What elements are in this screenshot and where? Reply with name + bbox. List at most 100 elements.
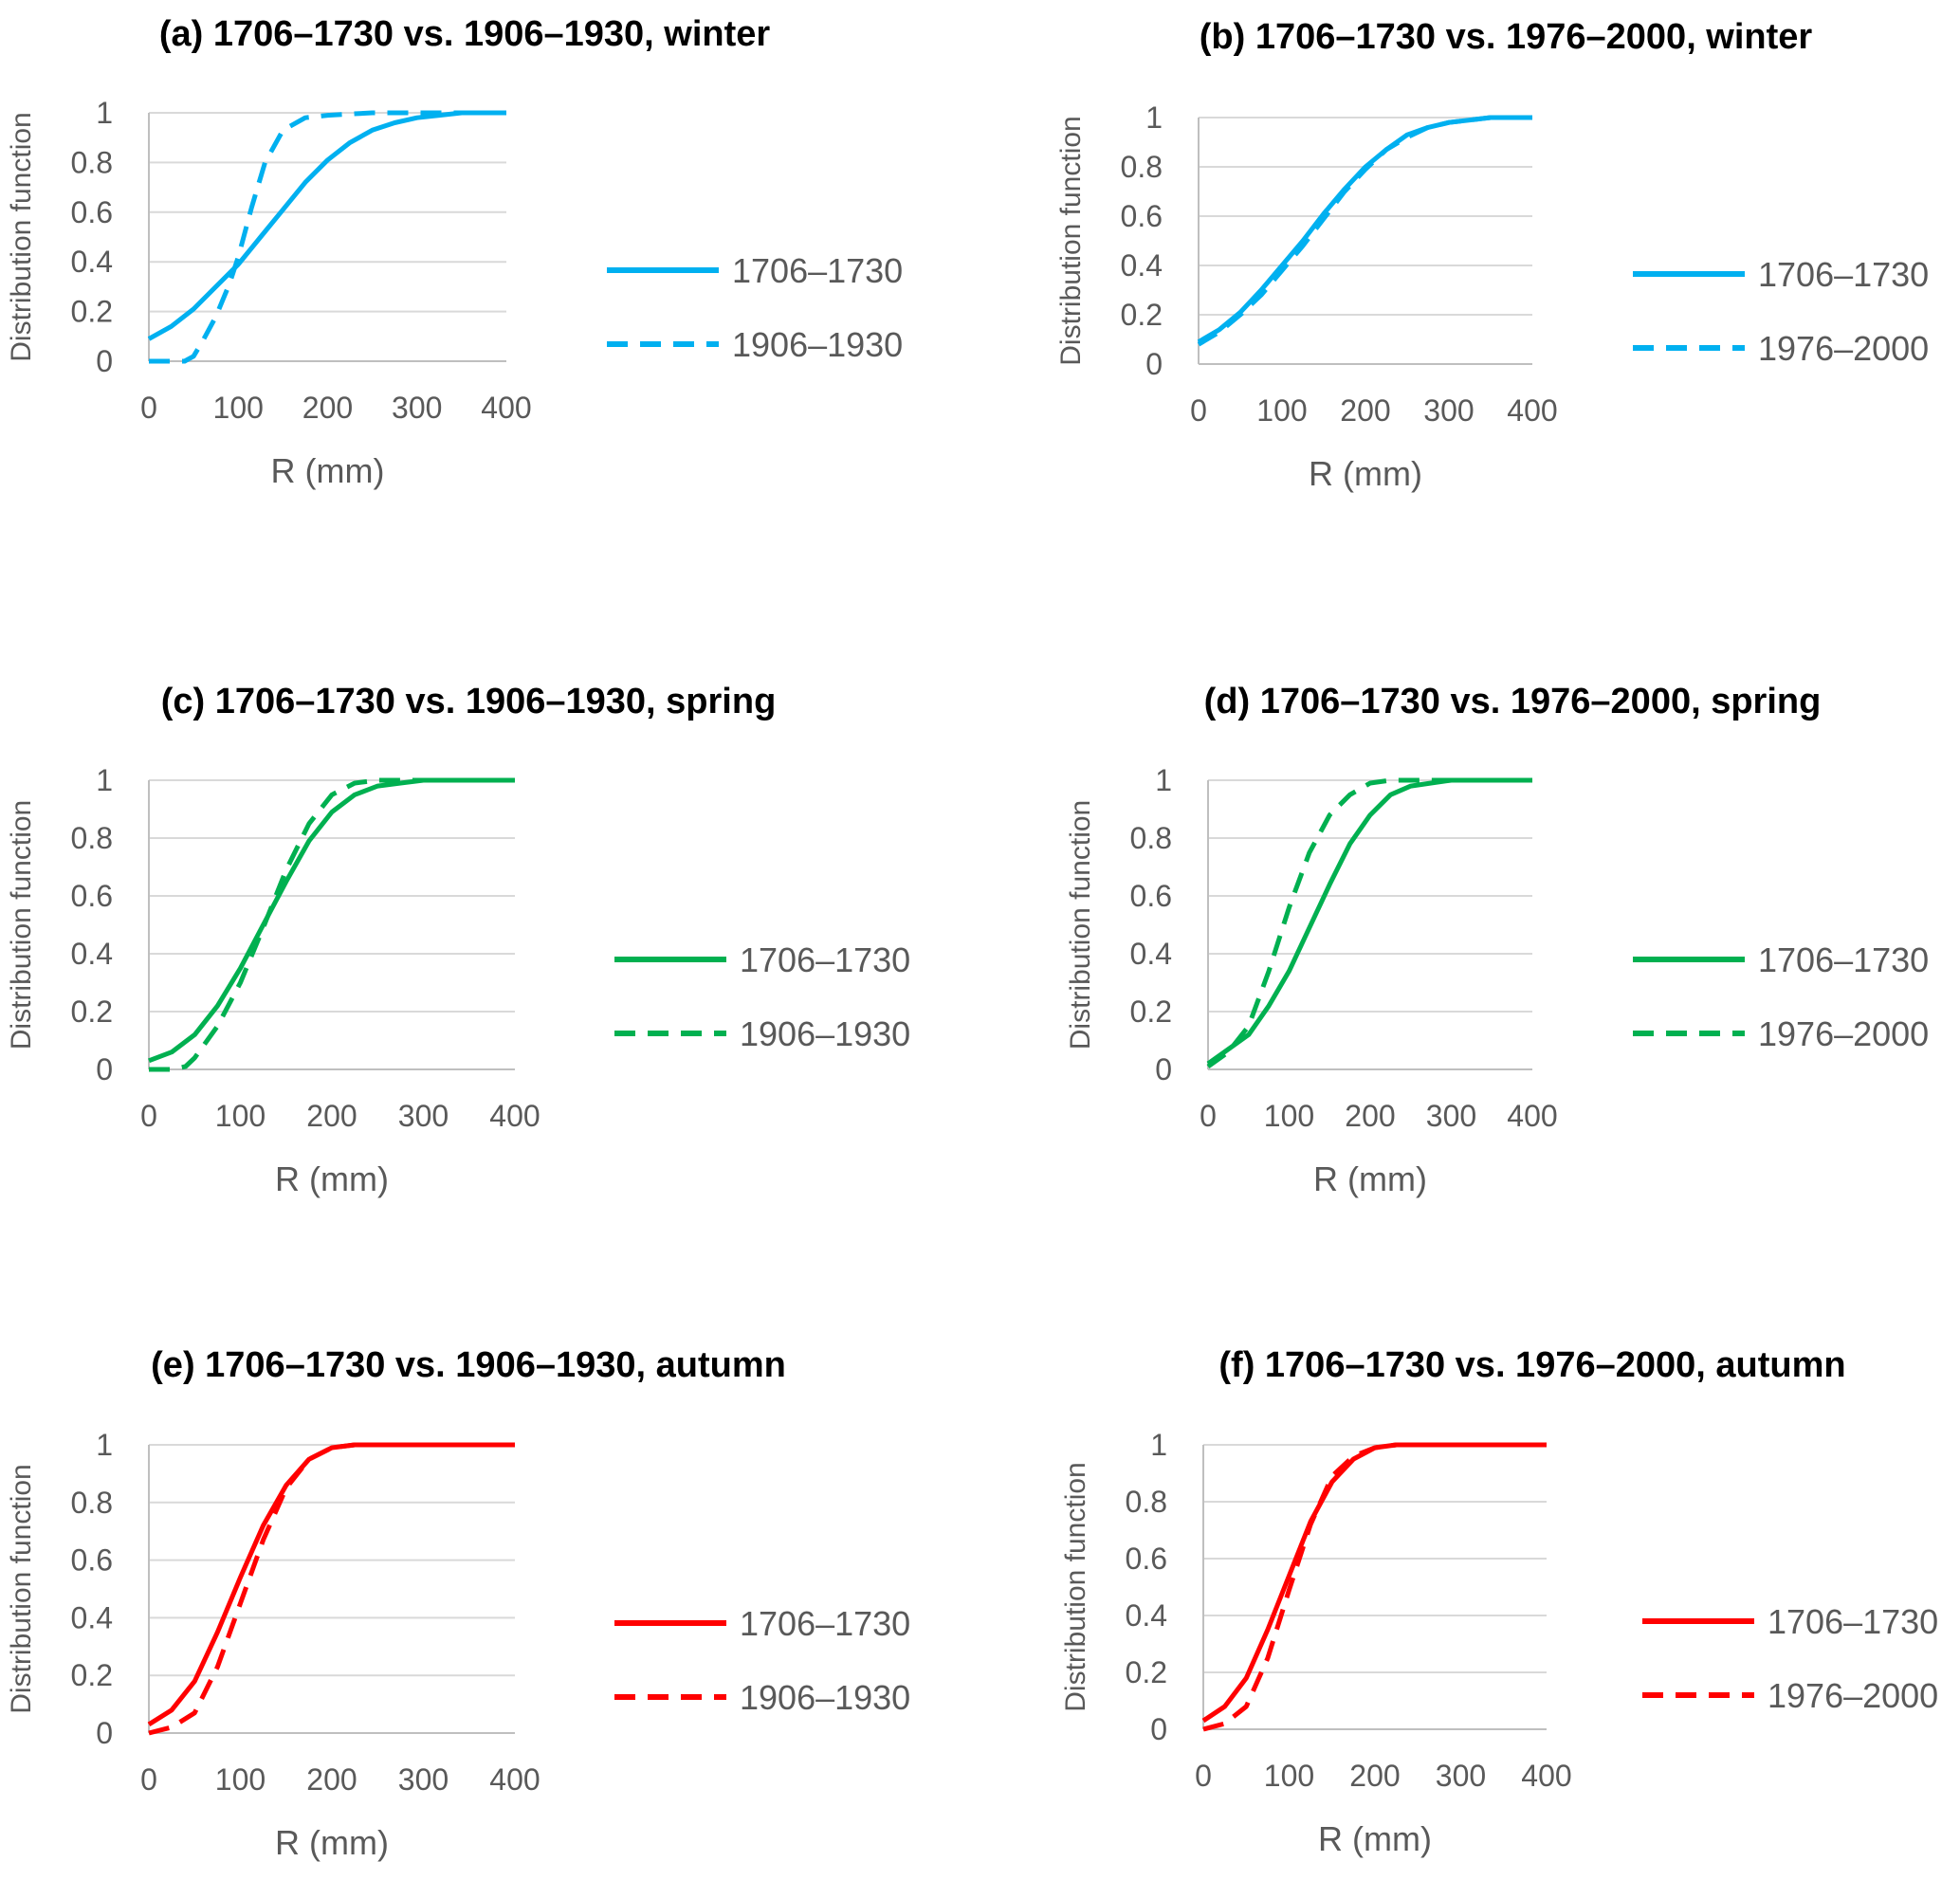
y-tick-label: 1 (1145, 100, 1163, 135)
y-tick-label: 0.4 (1121, 248, 1163, 283)
series-line-2 (1197, 115, 1532, 347)
y-tick-label: 0.2 (71, 295, 113, 329)
y-tick-label: 0 (96, 1052, 113, 1086)
chart-panel-d: (d) 1706–1730 vs. 1976–2000, spring 0 0.2 0… (1065, 682, 1929, 1198)
chart-title: (d) 1706–1730 vs. 1976–2000, spring (1204, 682, 1822, 721)
y-tick-label: 0.8 (1130, 821, 1172, 855)
x-tick-label: 100 (1264, 1759, 1314, 1793)
series-line-2 (149, 110, 506, 364)
x-tick-label: 400 (489, 1762, 540, 1797)
legend-label-2: 1976–2000 (1768, 1676, 1938, 1715)
chart-panel-e: (e) 1706–1730 vs. 1906–1930, autumn 0 0.2 0… (6, 1345, 910, 1862)
x-axis-label: R (mm) (275, 1823, 389, 1862)
y-axis-label: Distribution function (1055, 116, 1087, 365)
chart-title: (e) 1706–1730 vs. 1906–1930, autumn (151, 1345, 786, 1385)
y-tick-label: 0 (1145, 347, 1163, 381)
x-tick-label: 200 (1340, 393, 1390, 428)
x-tick-label: 200 (306, 1762, 357, 1797)
x-tick-label: 300 (1423, 393, 1474, 428)
x-tick-label: 200 (302, 391, 353, 425)
x-tick-label: 400 (1521, 1759, 1571, 1793)
legend-label-2: 1906–1930 (732, 325, 903, 364)
x-tick-label: 400 (1507, 393, 1557, 428)
y-tick-label: 0.4 (1126, 1598, 1167, 1633)
y-tick-label: 0.6 (1126, 1542, 1167, 1576)
chart-panel-a: (a) 1706–1730 vs. 1906–1930, winter 0 0.2 0… (6, 14, 903, 490)
x-tick-label: 0 (140, 1099, 157, 1133)
y-tick-label: 1 (1150, 1428, 1167, 1462)
y-tick-label: 0.2 (71, 995, 113, 1029)
y-tick-label: 0 (1155, 1052, 1172, 1086)
y-tick-label: 0.4 (1130, 937, 1172, 971)
series-line-1 (1197, 115, 1532, 344)
legend-label-2: 1976–2000 (1758, 1014, 1929, 1053)
series-line-2 (1202, 1442, 1547, 1732)
x-tick-label: 100 (215, 1762, 266, 1797)
x-tick-label: 100 (213, 391, 264, 425)
chart-title: (a) 1706–1730 vs. 1906–1930, winter (159, 14, 771, 54)
chart-title: (c) 1706–1730 vs. 1906–1930, spring (161, 682, 777, 721)
y-axis-label: Distribution function (6, 1464, 37, 1713)
chart-panel-c: (c) 1706–1730 vs. 1906–1930, spring 0 0.2 0… (6, 682, 910, 1198)
x-tick-label: 400 (481, 391, 531, 425)
x-tick-label: 200 (1345, 1099, 1395, 1133)
y-tick-label: 0.2 (1130, 995, 1172, 1029)
x-tick-label: 200 (1349, 1759, 1400, 1793)
series-line-2 (1206, 777, 1532, 1069)
y-tick-label: 0.6 (71, 1543, 113, 1578)
x-tick-label: 100 (215, 1099, 266, 1133)
chart-panel-b: (b) 1706–1730 vs. 1976–2000, winter 0 0.2 0… (1055, 17, 1929, 493)
x-tick-label: 0 (1190, 393, 1207, 428)
legend-label-1: 1706–1730 (1758, 940, 1929, 979)
series-line-1 (1206, 777, 1532, 1066)
chart-panel-f: (f) 1706–1730 vs. 1976–2000, autumn 0 0.2 0… (1060, 1345, 1938, 1858)
y-tick-label: 0.6 (1130, 879, 1172, 913)
series-line-1 (147, 1442, 515, 1727)
y-tick-label: 0.2 (71, 1658, 113, 1692)
y-tick-label: 0.2 (1126, 1655, 1167, 1689)
y-axis-label: Distribution function (1065, 800, 1096, 1050)
legend-label-2: 1906–1930 (740, 1014, 910, 1053)
chart-title: (b) 1706–1730 vs. 1976–2000, winter (1200, 17, 1813, 57)
y-axis-label: Distribution function (1060, 1462, 1091, 1711)
x-tick-label: 0 (140, 1762, 157, 1797)
x-tick-label: 100 (1256, 393, 1307, 428)
legend-label-1: 1706–1730 (732, 251, 903, 290)
legend-label-2: 1906–1930 (740, 1678, 910, 1717)
x-tick-label: 400 (489, 1099, 540, 1133)
series-line-1 (148, 777, 515, 1064)
series-line-2 (148, 1442, 515, 1736)
y-tick-label: 0.8 (1121, 150, 1163, 184)
series-line-1 (1201, 1442, 1547, 1724)
y-tick-label: 0 (1150, 1712, 1167, 1746)
y-tick-label: 1 (96, 96, 113, 130)
legend-label-2: 1976–2000 (1758, 329, 1929, 368)
y-tick-label: 1 (96, 763, 113, 797)
x-axis-label: R (mm) (1309, 454, 1422, 493)
x-tick-label: 100 (1264, 1099, 1314, 1133)
series-line-1 (147, 110, 506, 341)
y-tick-label: 0.8 (71, 145, 113, 179)
y-tick-label: 1 (96, 1428, 113, 1462)
series-line-2 (149, 777, 515, 1072)
y-tick-label: 0.4 (71, 1600, 113, 1634)
x-tick-label: 300 (398, 1762, 449, 1797)
x-tick-label: 400 (1507, 1099, 1557, 1133)
y-tick-label: 0 (96, 1716, 113, 1750)
y-tick-label: 0.4 (71, 937, 113, 971)
x-tick-label: 0 (140, 391, 157, 425)
x-tick-label: 300 (1436, 1759, 1486, 1793)
x-axis-label: R (mm) (271, 451, 385, 490)
x-axis-label: R (mm) (1318, 1819, 1432, 1858)
y-tick-label: 0.8 (71, 1486, 113, 1520)
legend-label-1: 1706–1730 (1768, 1602, 1938, 1641)
y-tick-label: 0.4 (71, 245, 113, 279)
y-axis-label: Distribution function (6, 800, 37, 1050)
y-tick-label: 0.2 (1121, 298, 1163, 332)
chart-title: (f) 1706–1730 vs. 1976–2000, autumn (1218, 1345, 1845, 1385)
y-tick-label: 0.6 (71, 879, 113, 913)
legend-label-1: 1706–1730 (740, 940, 910, 979)
y-tick-label: 1 (1155, 763, 1172, 797)
x-tick-label: 300 (398, 1099, 449, 1133)
